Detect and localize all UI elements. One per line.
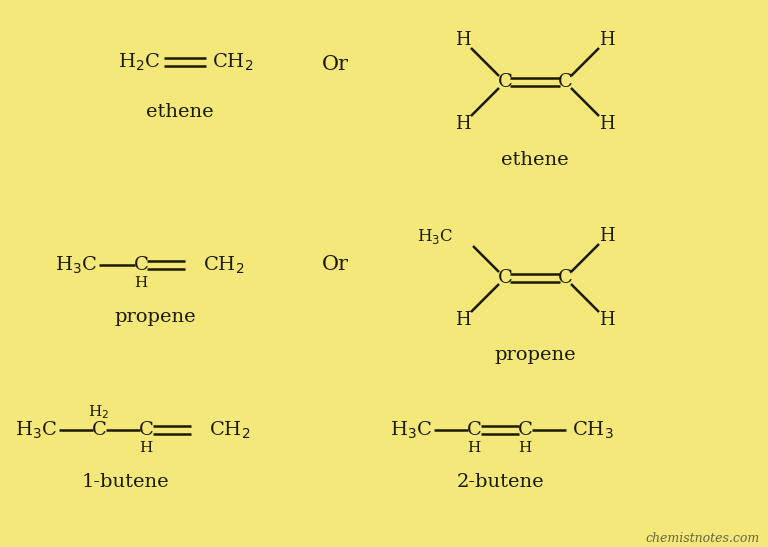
Text: 2-butene: 2-butene	[456, 473, 544, 491]
Text: CH$_2$: CH$_2$	[203, 254, 244, 276]
Text: C: C	[518, 421, 532, 439]
Text: 1-butene: 1-butene	[81, 473, 169, 491]
Text: C: C	[134, 256, 148, 274]
Text: C: C	[467, 421, 482, 439]
Text: Or: Or	[322, 55, 349, 74]
Text: H$_2$C: H$_2$C	[118, 51, 160, 73]
Text: C: C	[91, 421, 107, 439]
Text: C: C	[498, 269, 512, 287]
Text: H$_3$C: H$_3$C	[390, 420, 432, 441]
Text: H: H	[599, 31, 615, 49]
Text: H: H	[468, 441, 481, 455]
Text: H$_2$: H$_2$	[88, 403, 110, 421]
Text: H: H	[599, 115, 615, 133]
Text: H$_3$C: H$_3$C	[15, 420, 57, 441]
Text: propene: propene	[114, 308, 196, 326]
Text: C: C	[558, 269, 572, 287]
Text: Or: Or	[322, 255, 349, 275]
Text: H: H	[139, 441, 153, 455]
Text: H: H	[518, 441, 531, 455]
Text: CH$_2$: CH$_2$	[212, 51, 253, 73]
Text: H: H	[455, 115, 471, 133]
Text: C: C	[138, 421, 154, 439]
Text: chemistnotes.com: chemistnotes.com	[646, 532, 760, 544]
Text: propene: propene	[494, 346, 576, 364]
Text: H: H	[455, 311, 471, 329]
Text: C: C	[498, 73, 512, 91]
Text: ethene: ethene	[146, 103, 214, 121]
Text: H$_3$C: H$_3$C	[55, 254, 98, 276]
Text: CH$_3$: CH$_3$	[572, 420, 614, 441]
Text: H: H	[455, 31, 471, 49]
Text: H: H	[599, 311, 615, 329]
Text: H: H	[599, 227, 615, 245]
Text: CH$_2$: CH$_2$	[209, 420, 250, 441]
Text: C: C	[558, 73, 572, 91]
Text: ethene: ethene	[502, 151, 569, 169]
Text: H: H	[134, 276, 147, 290]
Text: H$_3$C: H$_3$C	[417, 226, 453, 246]
